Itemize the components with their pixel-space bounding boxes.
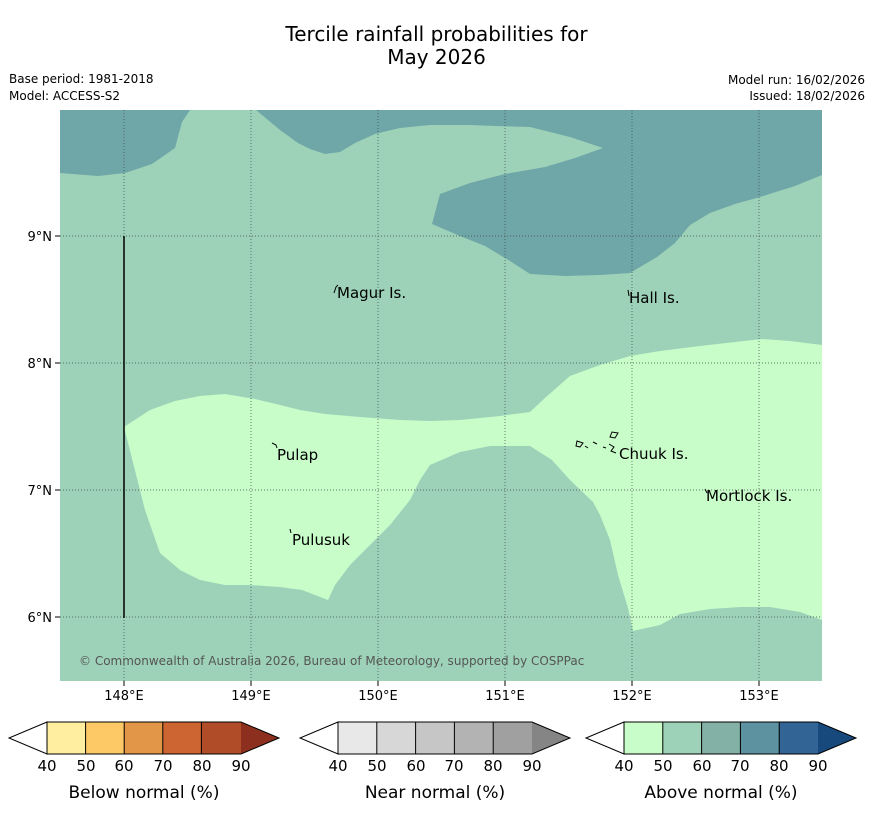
colorbar-swatch <box>47 722 86 754</box>
colorbar-tick-label: 80 <box>769 757 788 775</box>
colorbar-swatch <box>201 722 241 754</box>
colorbar-swatch <box>162 722 202 754</box>
longitude-axis: 148°E 149°E 150°E 151°E 152°E 153°E <box>104 681 779 704</box>
colorbar-swatch <box>701 722 741 754</box>
island-shape-mortlock <box>704 488 708 494</box>
model-label: Model: ACCESS-S2 <box>9 89 121 103</box>
colorbar-tick-label: 70 <box>730 757 749 775</box>
lon-tick-label: 150°E <box>358 689 398 704</box>
island-shape-magur <box>333 284 339 294</box>
probability-region-40-50-east <box>530 339 822 631</box>
colorbar-tick-label: 70 <box>153 757 172 775</box>
colorbar-swatch <box>493 722 532 754</box>
lon-tick-label: 148°E <box>104 689 144 704</box>
probability-region-60-70-northeast <box>256 110 822 276</box>
colorbar-swatch <box>124 722 163 754</box>
colorbar-tick-label: 60 <box>114 757 133 775</box>
colorbar-tick-label: 40 <box>37 757 56 775</box>
map-title-line1: Tercile rainfall probabilities for <box>285 22 588 46</box>
lat-tick-label: 7°N <box>28 484 53 499</box>
colorbar-over-arrow <box>818 722 856 754</box>
colorbar-label: Near normal (%) <box>365 783 505 803</box>
colorbar-over-arrow <box>532 722 570 754</box>
map-graticule <box>60 110 822 681</box>
base-period-label: Base period: 1981-2018 <box>9 72 154 86</box>
lat-tick-label: 6°N <box>28 611 53 626</box>
colorbar-under-arrow <box>7 721 48 755</box>
colorbar-label: Above normal (%) <box>644 783 797 803</box>
colorbar-swatch <box>624 722 663 754</box>
lat-tick-label: 9°N <box>28 230 53 245</box>
place-label-mortlock: Mortlock Is. <box>706 487 792 505</box>
colorbar-swatch <box>740 722 780 754</box>
colorbar-tick-label: 90 <box>808 757 827 775</box>
island-shape-chuuk <box>575 431 619 454</box>
colorbar-swatch <box>779 722 818 754</box>
lon-tick-label: 149°E <box>231 689 271 704</box>
colorbar-swatch <box>85 722 125 754</box>
colorbar-swatch <box>338 722 377 754</box>
colorbar-tick-label: 60 <box>406 757 425 775</box>
colorbar-tick-label: 50 <box>367 757 386 775</box>
island-shape-pulusuk <box>289 528 292 534</box>
model-run-label: Model run: 16/02/2026 <box>727 73 865 87</box>
colorbar-tick-label: 50 <box>653 757 672 775</box>
place-label-magur: Magur Is. <box>337 284 406 302</box>
colorbar-under-arrow <box>584 721 625 755</box>
island-outlines <box>271 284 708 534</box>
colorbar-tick-label: 90 <box>231 757 250 775</box>
legend-near-normal: 40 50 60 70 80 90 Near normal (%) <box>298 721 572 803</box>
probability-region-40-50-west <box>124 394 552 600</box>
island-shape-pulap <box>271 442 278 449</box>
lon-tick-label: 151°E <box>485 689 525 704</box>
colorbar-tick-label: 50 <box>76 757 95 775</box>
colorbar-over-arrow <box>241 722 279 754</box>
colorbar-tick-label: 70 <box>444 757 463 775</box>
place-label-chuuk: Chuuk Is. <box>619 445 688 463</box>
colorbar-swatch <box>662 722 702 754</box>
colorbar-tick-label: 80 <box>192 757 211 775</box>
colorbar-label: Below normal (%) <box>69 783 220 803</box>
colorbar-under-arrow <box>298 721 339 755</box>
colorbar-tick-label: 90 <box>522 757 541 775</box>
colorbar-swatch <box>415 722 455 754</box>
colorbar-tick-label: 60 <box>692 757 711 775</box>
place-label-pulap: Pulap <box>277 446 318 464</box>
map-title-line2: May 2026 <box>387 45 486 69</box>
probability-region-60-70-northwest <box>60 110 190 176</box>
lon-tick-label: 153°E <box>739 689 779 704</box>
map-panel: Magur Is. Hall Is. Pulap Chuuk Is. Mortl… <box>60 110 822 681</box>
issued-label: Issued: 18/02/2026 <box>749 89 865 103</box>
latitude-axis: 9°N 8°N 7°N 6°N <box>28 230 60 626</box>
colorbar-swatch <box>376 722 416 754</box>
colorbar-tick-label: 40 <box>614 757 633 775</box>
colorbar-tick-label: 80 <box>483 757 502 775</box>
colorbar-swatch <box>454 722 494 754</box>
island-shape-hall <box>627 289 630 297</box>
legend-above-normal: 40 50 60 70 80 90 Above normal (%) <box>584 721 858 803</box>
place-label-hall: Hall Is. <box>629 289 680 307</box>
legend-below-normal: 40 50 60 70 80 90 Below normal (%) <box>7 721 281 803</box>
lat-tick-label: 8°N <box>28 357 53 372</box>
colorbar-tick-label: 40 <box>328 757 347 775</box>
copyright-notice: © Commonwealth of Australia 2026, Bureau… <box>79 654 584 668</box>
place-label-pulusuk: Pulusuk <box>292 531 350 549</box>
lon-tick-label: 152°E <box>612 689 652 704</box>
